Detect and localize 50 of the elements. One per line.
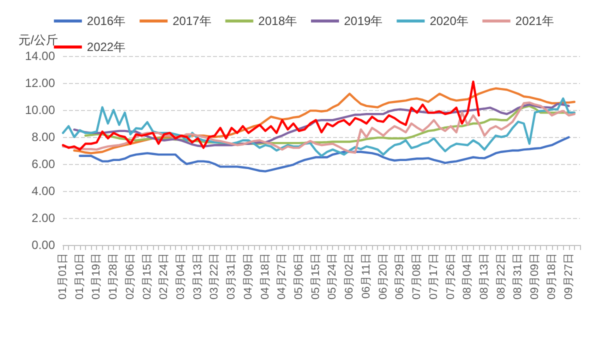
legend-label: 2022年 (86, 40, 126, 54)
x-tick-label: 08月13日 (478, 253, 490, 300)
y-tick-label: 0.00 (32, 238, 56, 252)
x-tick-label: 06月29日 (394, 253, 406, 300)
legend-label: 2017年 (172, 14, 212, 28)
x-tick-label: 01月19日 (90, 253, 103, 300)
y-tick-label: 2.00 (32, 211, 56, 225)
x-tick-label: 06月11日 (360, 253, 372, 299)
x-tick-label: 01月28日 (108, 253, 120, 300)
legend-label: 2016年 (86, 14, 126, 28)
x-tick-label: 04月27日 (276, 253, 288, 300)
y-tick-label: 12.00 (24, 76, 56, 90)
x-tick-label: 01月01日 (57, 253, 69, 300)
legend-label: 2018年 (258, 14, 298, 28)
x-tick-label: 08月22日 (495, 253, 508, 300)
x-tick-label: 07月26日 (444, 253, 457, 300)
x-tick-label: 03月31日 (226, 253, 238, 300)
x-tick-label: 06月20日 (377, 253, 390, 300)
x-tick-label: 08月04日 (462, 253, 474, 300)
legend-label: 2019年 (344, 14, 383, 28)
x-tick-label: 09月18日 (546, 253, 558, 300)
x-tick-label: 03月22日 (208, 253, 221, 300)
x-tick-label: 03月13日 (192, 253, 204, 300)
x-tick-label: 02月24日 (158, 253, 170, 300)
y-tick-label: 6.00 (32, 157, 56, 171)
x-tick-label: 06月02日 (344, 253, 356, 300)
x-tick-label: 07月08日 (411, 253, 424, 300)
y-tick-label: 14.00 (24, 49, 56, 63)
y-tick-label: 10.00 (24, 103, 56, 117)
legend-label: 2021年 (515, 14, 554, 28)
x-tick-label: 05月06日 (293, 253, 306, 300)
y-axis-title: 元/公斤 (18, 33, 58, 47)
x-tick-label: 05月24日 (326, 253, 339, 300)
x-tick-label: 05月15日 (310, 253, 322, 300)
x-tick-label: 01月10日 (74, 253, 86, 300)
line-series (73, 87, 576, 154)
x-tick-label: 07月17日 (428, 253, 440, 300)
x-tick-label: 02月06日 (124, 253, 136, 300)
x-tick-label: 03月04日 (175, 253, 188, 300)
x-tick-label: 02月15日 (141, 253, 154, 300)
line-series (62, 80, 480, 151)
x-tick-label: 09月27日 (562, 253, 575, 300)
x-tick-label: 04月09日 (242, 253, 254, 300)
legend-label: 2020年 (430, 14, 468, 28)
x-tick-label: 09月09日 (529, 253, 542, 300)
y-tick-label: 8.00 (32, 130, 56, 144)
y-tick-label: 4.00 (32, 184, 56, 198)
line-series (78, 136, 570, 172)
x-tick-label: 04月18日 (259, 253, 272, 300)
x-tick-label: 08月31日 (512, 253, 524, 300)
